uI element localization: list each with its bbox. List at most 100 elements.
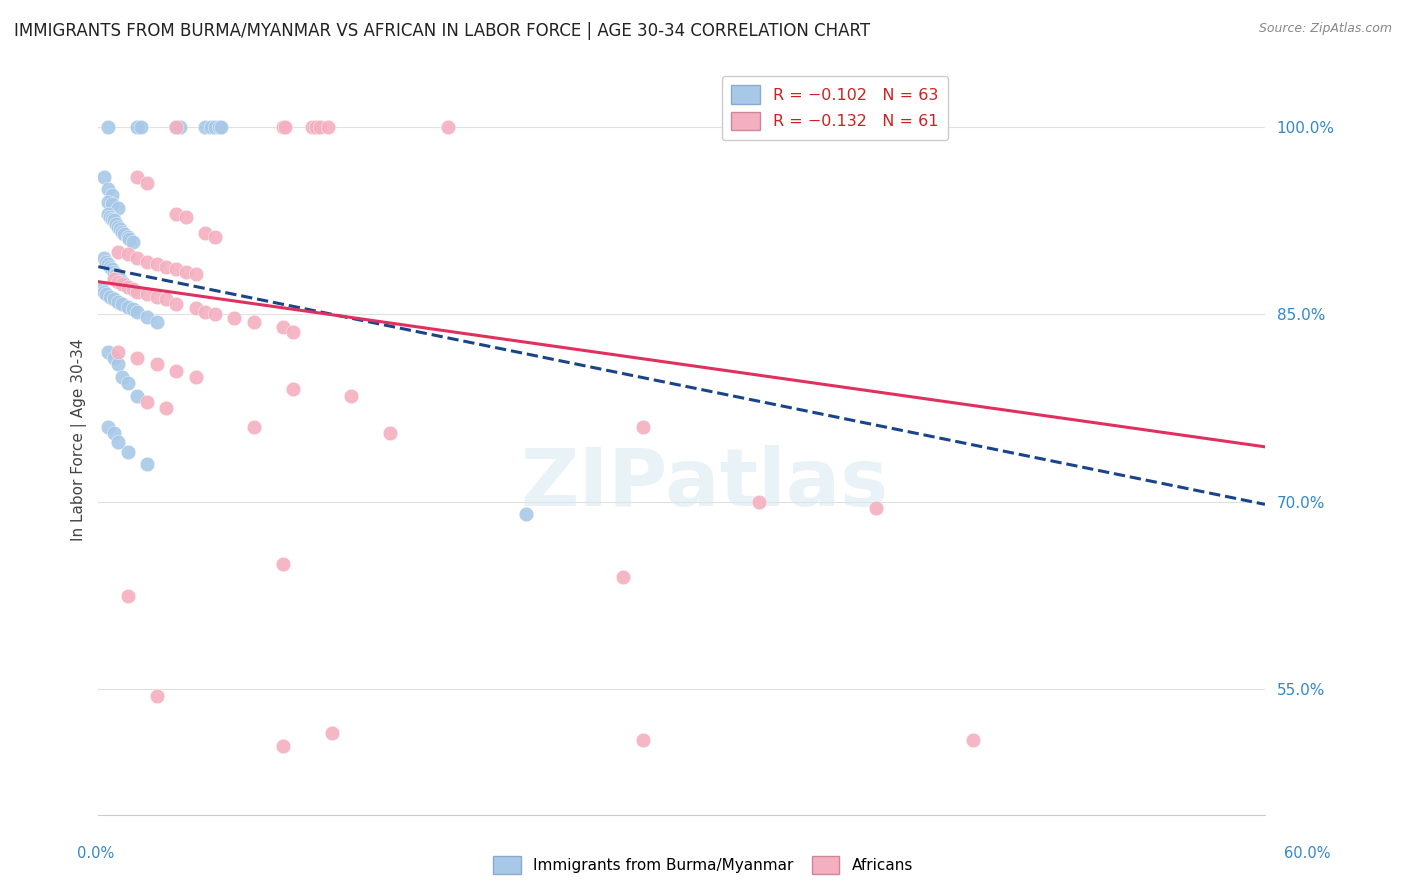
- Point: [631, 419, 654, 434]
- Point: [136, 394, 159, 409]
- Point: [107, 219, 129, 234]
- Point: [204, 307, 226, 321]
- Point: [865, 501, 887, 516]
- Point: [271, 120, 294, 134]
- Point: [200, 120, 222, 134]
- Point: [98, 260, 121, 274]
- Point: [107, 434, 129, 449]
- Point: [107, 294, 129, 309]
- Legend: R = −0.102   N = 63, R = −0.132   N = 61: R = −0.102 N = 63, R = −0.132 N = 61: [721, 76, 948, 140]
- Point: [107, 244, 129, 259]
- Point: [165, 207, 187, 221]
- Point: [104, 217, 127, 231]
- Point: [136, 254, 159, 268]
- Point: [748, 495, 770, 509]
- Text: ZIPatlas: ZIPatlas: [520, 445, 889, 524]
- Point: [165, 297, 187, 311]
- Point: [98, 290, 121, 304]
- Point: [612, 570, 634, 584]
- Point: [194, 226, 217, 240]
- Point: [93, 251, 115, 265]
- Point: [112, 277, 135, 292]
- Point: [194, 304, 217, 318]
- Point: [97, 182, 120, 196]
- Point: [107, 269, 129, 284]
- Point: [165, 262, 187, 277]
- Point: [97, 194, 120, 209]
- Point: [97, 207, 120, 221]
- Legend: Immigrants from Burma/Myanmar, Africans: Immigrants from Burma/Myanmar, Africans: [486, 850, 920, 880]
- Y-axis label: In Labor Force | Age 30-34: In Labor Force | Age 30-34: [72, 338, 87, 541]
- Point: [117, 589, 139, 603]
- Point: [122, 235, 145, 249]
- Point: [101, 262, 124, 277]
- Point: [101, 188, 124, 202]
- Point: [194, 120, 217, 134]
- Point: [111, 275, 134, 289]
- Point: [184, 267, 207, 281]
- Point: [93, 285, 115, 299]
- Point: [108, 272, 131, 286]
- Point: [127, 285, 149, 299]
- Point: [127, 169, 149, 184]
- Point: [127, 120, 149, 134]
- Point: [271, 319, 294, 334]
- Point: [305, 120, 328, 134]
- Point: [378, 425, 401, 440]
- Text: IMMIGRANTS FROM BURMA/MYANMAR VS AFRICAN IN LABOR FORCE | AGE 30-34 CORRELATION : IMMIGRANTS FROM BURMA/MYANMAR VS AFRICAN…: [14, 22, 870, 40]
- Point: [209, 120, 232, 134]
- Point: [127, 251, 149, 265]
- Point: [145, 689, 167, 703]
- Point: [117, 300, 139, 314]
- Point: [97, 344, 120, 359]
- Point: [108, 222, 131, 236]
- Point: [316, 120, 339, 134]
- Point: [127, 304, 149, 318]
- Point: [118, 232, 141, 246]
- Point: [101, 197, 124, 211]
- Point: [127, 388, 149, 402]
- Point: [111, 225, 134, 239]
- Point: [111, 369, 134, 384]
- Point: [103, 425, 125, 440]
- Point: [127, 351, 149, 365]
- Point: [309, 120, 332, 134]
- Point: [136, 458, 159, 472]
- Point: [204, 120, 226, 134]
- Point: [184, 301, 207, 315]
- Point: [117, 229, 139, 244]
- Point: [103, 351, 125, 365]
- Point: [243, 419, 266, 434]
- Point: [174, 265, 197, 279]
- Point: [208, 120, 231, 134]
- Point: [104, 267, 127, 281]
- Point: [117, 376, 139, 390]
- Point: [174, 210, 197, 224]
- Point: [101, 212, 124, 227]
- Point: [103, 272, 125, 286]
- Text: 0.0%: 0.0%: [77, 847, 114, 861]
- Point: [155, 401, 177, 415]
- Point: [515, 508, 537, 522]
- Text: 60.0%: 60.0%: [1284, 847, 1331, 861]
- Point: [107, 357, 129, 371]
- Point: [145, 257, 167, 271]
- Point: [274, 120, 297, 134]
- Point: [748, 120, 770, 134]
- Point: [145, 357, 167, 371]
- Point: [631, 732, 654, 747]
- Point: [97, 120, 120, 134]
- Point: [281, 325, 304, 339]
- Point: [107, 344, 129, 359]
- Point: [155, 292, 177, 306]
- Point: [145, 315, 167, 329]
- Point: [243, 315, 266, 329]
- Point: [224, 310, 246, 325]
- Point: [165, 120, 187, 134]
- Point: [117, 445, 139, 459]
- Point: [271, 558, 294, 572]
- Point: [165, 120, 187, 134]
- Point: [111, 297, 134, 311]
- Point: [962, 732, 984, 747]
- Point: [94, 254, 117, 268]
